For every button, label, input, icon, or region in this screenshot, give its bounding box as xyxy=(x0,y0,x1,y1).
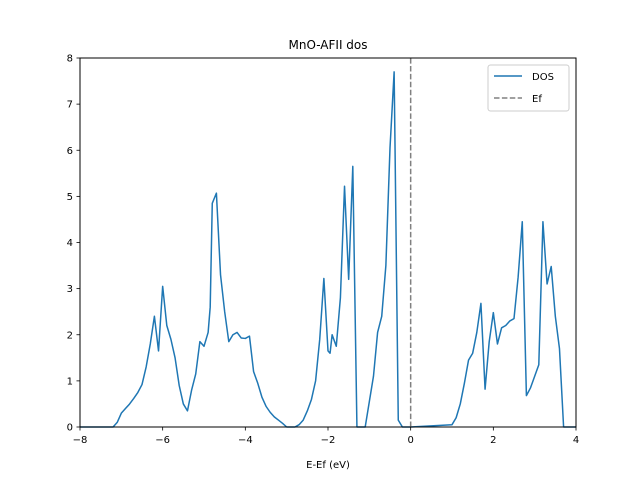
legend-box xyxy=(487,64,570,112)
legend-label-dos: DOS xyxy=(532,72,554,83)
x-tick-label: −2 xyxy=(321,435,336,446)
x-tick-label: 0 xyxy=(407,435,413,446)
y-tick-label: 3 xyxy=(67,284,73,295)
y-tick-label: 6 xyxy=(67,146,73,157)
x-tick-label: −8 xyxy=(73,435,88,446)
plot-area xyxy=(80,58,576,428)
series-line-dos xyxy=(80,71,576,428)
y-tick-label: 2 xyxy=(67,330,73,341)
y-tick-label: 4 xyxy=(67,238,73,249)
x-axis-label: E-Ef (eV) xyxy=(306,460,350,471)
chart-title: MnO-AFII dos xyxy=(288,38,367,52)
y-tick-label: 8 xyxy=(67,54,73,65)
plot-frame xyxy=(79,57,577,428)
y-tick-label: 1 xyxy=(67,376,73,387)
y-tick-label: 0 xyxy=(67,423,73,434)
y-tick-label: 5 xyxy=(67,192,73,203)
y-tick-label: 7 xyxy=(67,100,73,111)
y-axis: 0 1 2 3 4 5 6 7 8 xyxy=(67,54,80,434)
x-tick-label: 4 xyxy=(573,435,579,446)
x-axis: −8 −6 −4 −2 0 2 4 xyxy=(73,427,579,446)
legend: DOS Ef xyxy=(487,64,570,112)
legend-label-ef: Ef xyxy=(532,94,542,105)
x-tick-label: −6 xyxy=(155,435,170,446)
x-tick-label: 2 xyxy=(490,435,496,446)
x-tick-label: −4 xyxy=(238,435,253,446)
